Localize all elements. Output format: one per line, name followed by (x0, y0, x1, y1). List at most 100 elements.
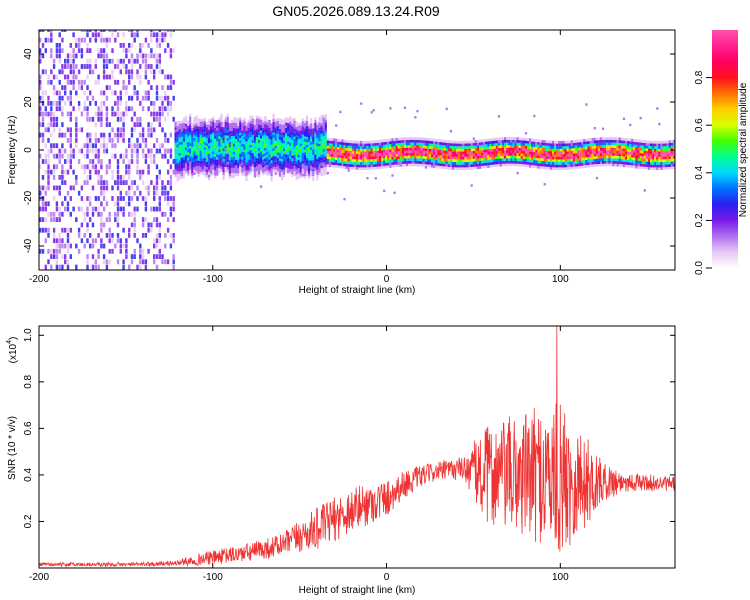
spectrogram-cell (406, 155, 409, 159)
spectrogram-cell (401, 147, 404, 151)
spectrogram-cell (583, 141, 586, 145)
spectrogram-cell (422, 158, 425, 162)
spectrogram-cell (276, 170, 279, 174)
spectrogram-cell (547, 161, 550, 165)
spectrogram-cell (191, 130, 194, 134)
spectrogram-cell (399, 150, 402, 154)
spectrogram-cell (629, 141, 632, 144)
spectrogram-cell (526, 159, 530, 163)
spectrogram-cell (245, 138, 248, 142)
spectrogram-cell (174, 127, 177, 130)
spectrogram-cell (255, 150, 259, 153)
spectrogram-cell (102, 132, 106, 138)
spectrogram-cell (228, 133, 231, 137)
spectrogram-cell (119, 243, 122, 249)
spectrogram-cell (637, 139, 640, 143)
spectrogram-cell (139, 169, 142, 175)
spectrogram-cell (280, 135, 284, 138)
spectrogram-cell (660, 161, 663, 165)
spectrogram-cell (420, 153, 423, 156)
spectrogram-cell (599, 163, 603, 167)
spectrogram-cell (524, 151, 528, 154)
spectrogram-cell (178, 171, 181, 174)
spectrogram-cell (558, 143, 561, 147)
spectrogram-cell (318, 148, 321, 152)
spectrogram-cell (543, 155, 546, 159)
spectrogram-cell (470, 161, 473, 165)
spectrogram-cell (287, 152, 290, 155)
spectrogram-cell (235, 162, 238, 166)
spectrogram-cell (664, 143, 667, 147)
spectrogram-cell (243, 168, 246, 171)
spectrogram-cell (320, 157, 323, 161)
spectrogram-cell (531, 162, 534, 166)
spectrogram-cell (241, 151, 244, 155)
spectrogram-cell (100, 132, 103, 138)
spectrogram-cell (122, 43, 125, 48)
spectrogram-cell (222, 124, 225, 128)
spectrogram-cell (222, 153, 225, 157)
spectrogram-cell (370, 167, 373, 170)
spectrogram-cell (518, 161, 521, 164)
spectrogram-cell (370, 161, 373, 165)
spectrogram-cell (476, 155, 480, 159)
spectrogram-cell (185, 144, 188, 148)
spectrogram-cell (119, 58, 122, 64)
spectrogram-cell (633, 160, 636, 163)
spectrogram-cell (210, 123, 213, 127)
spectrogram-cell (72, 153, 75, 159)
spectrogram-cell (58, 153, 61, 159)
spectrogram-cell (164, 106, 167, 112)
spectrogram-cell (554, 167, 557, 170)
spectrogram-cell (111, 30, 114, 32)
spectrogram-cell (155, 37, 159, 43)
spectrogram-cell (166, 196, 170, 201)
spectrogram-cell (228, 141, 231, 145)
spectrogram-cell (608, 139, 611, 143)
spectrogram-cell (547, 145, 550, 149)
spectrogram-cell (169, 148, 173, 154)
spectrogram-cell (228, 131, 231, 134)
spectrogram-cell (614, 163, 617, 167)
spectrogram-cell (178, 134, 181, 137)
spectrogram-cell (406, 153, 409, 156)
spectrogram-cell (428, 161, 432, 165)
spectrogram-cell (108, 74, 111, 80)
spectrogram-cell (260, 169, 263, 173)
spectrogram-cell (589, 146, 592, 149)
spectrogram-cell (180, 141, 183, 145)
spectrogram-cell (401, 150, 404, 154)
spectrogram-cell (431, 146, 434, 150)
spectrogram-cell (518, 140, 521, 143)
spectrogram-cell (470, 151, 473, 154)
spectrogram-cell (374, 166, 377, 170)
spectrogram-cell (176, 144, 179, 148)
spectrogram-cell (100, 217, 103, 222)
spectrogram-cell (533, 141, 536, 145)
spectrogram-cell (253, 151, 256, 154)
spectrogram-cell (228, 157, 231, 161)
spectrogram-cell (105, 122, 109, 127)
spectrogram-cell (52, 64, 56, 69)
spectrogram-cell (161, 190, 164, 196)
spectrogram-cell (541, 139, 544, 143)
spectrogram-cell (164, 37, 167, 43)
spectrogram-cell (212, 156, 215, 160)
spectrogram-cell (439, 163, 442, 166)
spectrogram-cell (310, 126, 313, 129)
spectrogram-cell (108, 159, 111, 164)
spectrogram-cell (69, 69, 72, 75)
spectrogram-cell (353, 153, 357, 157)
spectrogram-cell (316, 172, 319, 175)
spectrogram-cell (670, 145, 673, 149)
x-tick-label: -200 (29, 274, 49, 285)
spectrogram-cell (39, 190, 42, 196)
spectrogram-cell (214, 151, 217, 155)
spectrogram-cell (537, 157, 540, 161)
spectrogram-cell (249, 160, 252, 164)
spectrogram-cell (50, 264, 53, 270)
spectrogram-cell (180, 125, 183, 129)
spectrogram-cell (139, 132, 142, 138)
spectrogram-cell (220, 148, 223, 151)
spectrogram-cell (658, 143, 661, 147)
